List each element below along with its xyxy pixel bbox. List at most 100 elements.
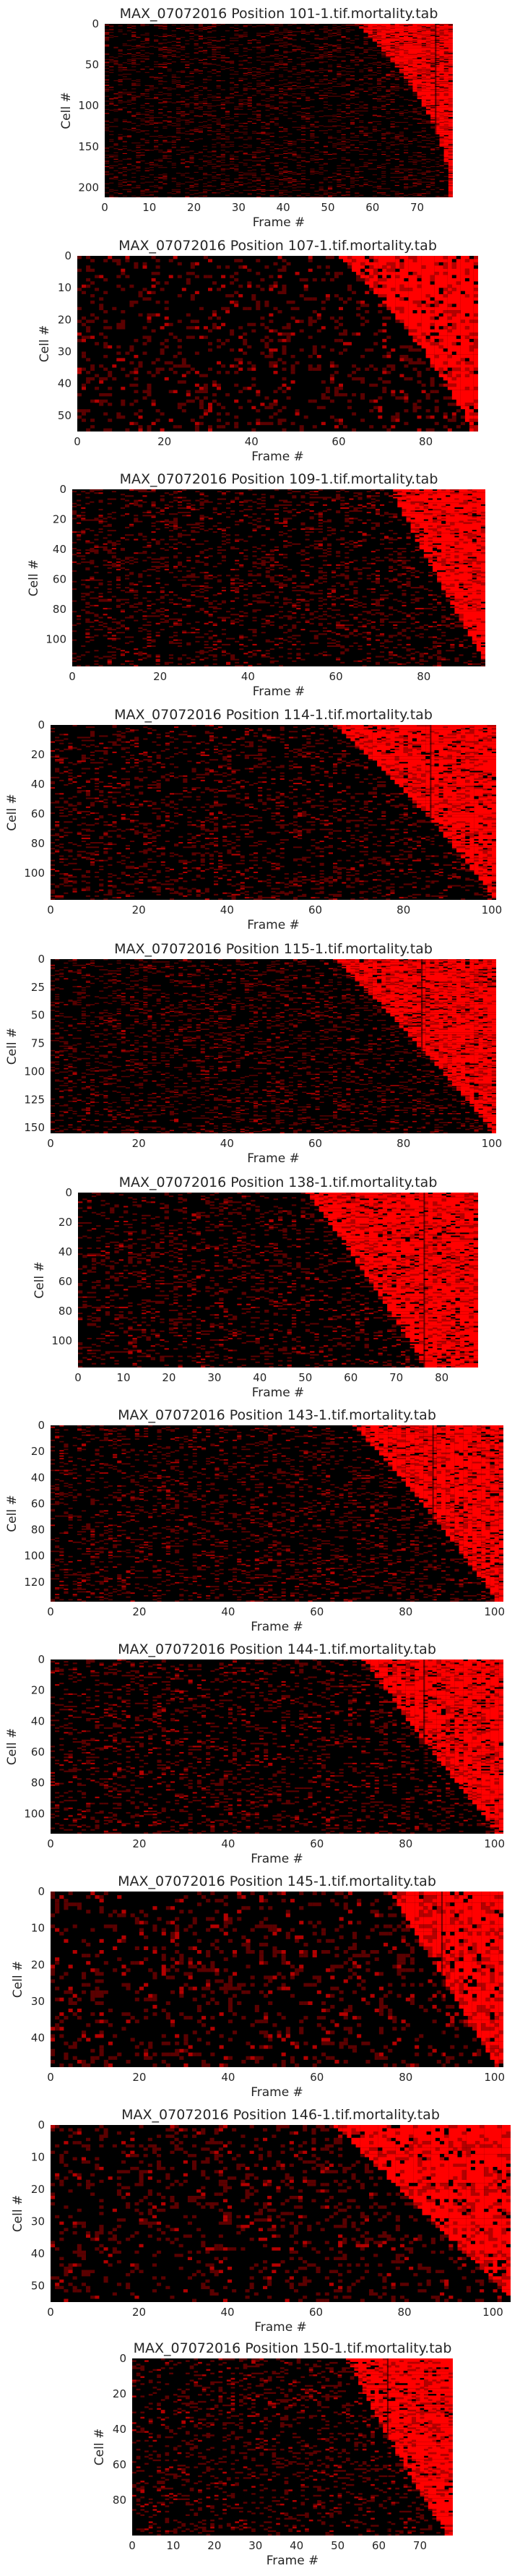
heatmap-chart-7: MAX_07072016 Position 143-1.tif.mortalit… xyxy=(5,1407,505,1634)
x-tick-label: 60 xyxy=(308,1137,322,1150)
x-axis-label: Frame # xyxy=(247,918,300,932)
x-tick-label: 40 xyxy=(221,2071,235,2084)
x-tick-label: 100 xyxy=(484,2071,505,2084)
x-tick-label: 0 xyxy=(69,670,76,683)
y-axis-label: Cell # xyxy=(5,794,20,830)
chart-title: MAX_07072016 Position 115-1.tif.mortalit… xyxy=(114,941,433,957)
y-tick-label: 30 xyxy=(31,2215,45,2228)
x-tick-label: 50 xyxy=(331,2539,344,2552)
y-axis-label: Cell # xyxy=(5,1728,20,1765)
x-axis-label: Frame # xyxy=(266,2554,319,2568)
x-tick-label: 100 xyxy=(484,1605,505,1618)
y-tick-label: 150 xyxy=(78,140,99,153)
heatmap-cells-mid xyxy=(51,2125,511,2302)
x-tick-label: 50 xyxy=(298,1371,312,1384)
y-tick-label: 60 xyxy=(113,2458,126,2471)
heatmap-cells-high xyxy=(305,1193,478,1368)
y-tick-label: 200 xyxy=(78,181,99,194)
x-tick-label: 60 xyxy=(309,2306,323,2319)
x-tick-label: 10 xyxy=(166,2539,180,2552)
x-tick-label: 60 xyxy=(332,435,345,448)
heatmap-cells-low xyxy=(51,1425,495,1602)
y-tick-label: 40 xyxy=(31,1714,45,1727)
y-tick-label: 80 xyxy=(31,1777,45,1790)
x-tick-label: 70 xyxy=(413,2539,427,2552)
x-axis-label: Frame # xyxy=(252,1386,305,1400)
y-tick-label: 30 xyxy=(31,1995,45,2008)
x-tick-label: 40 xyxy=(221,1837,235,1850)
x-tick-label: 40 xyxy=(245,435,259,448)
y-axis-label: Cell # xyxy=(11,1961,25,1998)
x-tick-label: 70 xyxy=(410,201,424,214)
y-tick-label: 80 xyxy=(31,837,45,850)
y-tick-label: 40 xyxy=(31,2032,45,2045)
y-tick-label: 40 xyxy=(53,543,66,556)
x-tick-label: 40 xyxy=(220,2306,234,2319)
x-tick-label: 60 xyxy=(308,903,322,916)
heatmap-cells-low xyxy=(51,959,492,1133)
y-tick-label: 40 xyxy=(113,2423,126,2436)
y-tick-label: 10 xyxy=(31,1922,45,1935)
heatmap-cells-mid xyxy=(77,256,478,432)
heatmap-cells-high xyxy=(352,1425,503,1602)
x-tick-label: 100 xyxy=(482,1137,503,1150)
y-tick-label: 0 xyxy=(59,483,66,496)
transition-band xyxy=(441,1892,443,2067)
y-tick-label: 125 xyxy=(24,1093,45,1106)
y-tick-label: 100 xyxy=(51,1334,72,1347)
y-tick-label: 20 xyxy=(58,313,72,326)
x-tick-label: 40 xyxy=(253,1371,266,1384)
x-axis-label: Frame # xyxy=(253,215,306,230)
x-tick-label: 40 xyxy=(220,1137,234,1150)
y-tick-label: 60 xyxy=(53,573,66,586)
heatmap-chart-1: MAX_07072016 Position 101-1.tif.mortalit… xyxy=(59,6,453,230)
y-tick-label: 75 xyxy=(31,1037,45,1050)
y-tick-label: 0 xyxy=(64,249,72,262)
y-tick-label: 40 xyxy=(58,377,72,390)
chart-title: MAX_07072016 Position 107-1.tif.mortalit… xyxy=(118,238,437,254)
heatmap-cells-high xyxy=(359,24,453,197)
y-tick-label: 150 xyxy=(24,1121,45,1134)
y-tick-label: 100 xyxy=(46,633,66,646)
y-axis-label: Cell # xyxy=(92,2429,107,2465)
x-tick-label: 20 xyxy=(187,201,201,214)
heatmap-cells-mid xyxy=(132,2358,453,2534)
chart-title: MAX_07072016 Position 146-1.tif.mortalit… xyxy=(121,2107,440,2123)
y-tick-label: 10 xyxy=(58,281,72,294)
y-tick-label: 20 xyxy=(31,1684,45,1697)
y-tick-label: 80 xyxy=(113,2494,126,2507)
chart-title: MAX_07072016 Position 101-1.tif.mortalit… xyxy=(120,6,438,22)
heatmap-cells-low xyxy=(51,725,488,900)
heatmap-cells-mid xyxy=(105,24,453,198)
x-axis-label: Frame # xyxy=(247,1151,300,1166)
x-tick-label: 40 xyxy=(277,201,290,214)
x-tick-label: 80 xyxy=(396,903,410,916)
y-tick-label: 20 xyxy=(31,748,45,761)
x-tick-label: 80 xyxy=(397,2306,411,2319)
y-tick-label: 60 xyxy=(31,1497,45,1510)
y-tick-label: 0 xyxy=(38,2118,45,2131)
transition-band xyxy=(423,1193,425,1368)
x-tick-label: 80 xyxy=(399,1605,412,1618)
y-tick-label: 20 xyxy=(31,2183,45,2196)
transition-band xyxy=(430,725,432,900)
x-tick-label: 0 xyxy=(47,1137,54,1150)
heatmap-chart-3: MAX_07072016 Position 109-1.tif.mortalit… xyxy=(27,471,485,699)
x-tick-label: 0 xyxy=(74,1371,82,1384)
x-tick-label: 30 xyxy=(248,2539,262,2552)
y-tick-label: 40 xyxy=(31,2247,45,2260)
heatmap-cells-mid xyxy=(51,1660,503,1834)
transition-band xyxy=(386,2358,389,2536)
x-tick-label: 0 xyxy=(47,903,54,916)
x-tick-label: 20 xyxy=(207,2539,221,2552)
x-tick-label: 40 xyxy=(221,1605,235,1618)
y-tick-label: 80 xyxy=(31,1524,45,1537)
heatmap-cells-low xyxy=(51,1660,495,1834)
heatmap-cells-high xyxy=(334,2125,511,2296)
heatmap-cells-high xyxy=(337,725,496,897)
x-axis-label: Frame # xyxy=(253,684,306,699)
heatmap-chart-2: MAX_07072016 Position 107-1.tif.mortalit… xyxy=(38,238,478,464)
heatmap-cells-low xyxy=(132,2358,441,2536)
y-tick-label: 100 xyxy=(24,867,45,880)
transition-band xyxy=(435,24,437,197)
